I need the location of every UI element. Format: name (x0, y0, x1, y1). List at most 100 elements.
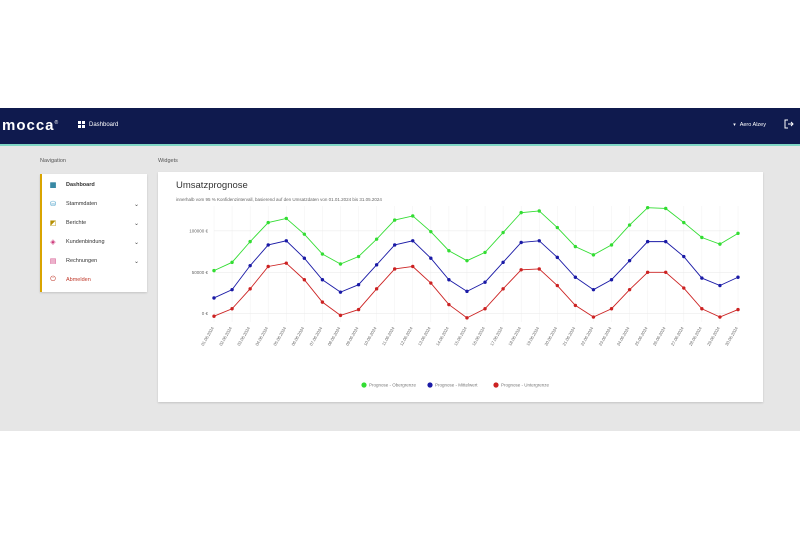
data-point (573, 275, 578, 279)
data-point (320, 300, 325, 304)
data-point (429, 281, 433, 285)
x-tick-label: 20.06.2024 (543, 325, 558, 346)
series-line (213, 262, 739, 319)
data-point (212, 268, 216, 273)
x-tick-label: 12.06.2024 (399, 325, 414, 346)
logout-icon[interactable] (784, 119, 794, 131)
data-point (627, 223, 632, 227)
header-dashboard-label: Dashboard (89, 121, 119, 128)
app-screen: mocca® Dashboard ▾ Aero Alzey Navigation… (0, 108, 800, 431)
legend-marker (361, 382, 367, 388)
x-tick-label: 30.06.2024 (724, 325, 739, 346)
x-tick-label: 17.06.2024 (489, 325, 504, 346)
data-point (537, 239, 541, 243)
sidebar-item-label: Berichte (66, 220, 87, 226)
series-line (213, 207, 739, 272)
data-point (392, 218, 397, 222)
data-point (392, 267, 397, 271)
legend-marker (427, 382, 433, 388)
navigation-panel: ▦ Dashboard ⛁ Stammdaten ⌄ ◩ Berichte ⌄ … (40, 174, 147, 292)
x-tick-label: 02.06.2024 (218, 325, 233, 346)
data-point (320, 252, 325, 256)
data-point (429, 256, 433, 260)
data-point (664, 239, 668, 244)
navigation-section-label: Navigation (40, 158, 66, 164)
widgets-section-label: Widgets (158, 158, 178, 164)
sidebar-item-kundenbindung[interactable]: ◈ Kundenbindung ⌄ (48, 233, 145, 251)
sidebar-item-rechnungen[interactable]: ▤ Rechnungen ⌄ (48, 252, 145, 270)
data-point (447, 302, 451, 307)
data-point (338, 262, 343, 266)
data-point (302, 256, 307, 260)
header-accent-line (0, 144, 800, 146)
x-tick-label: 03.06.2024 (236, 325, 251, 346)
data-point (374, 237, 379, 241)
sidebar-item-abmelden[interactable]: ⏻ Abmelden (48, 271, 145, 289)
forecast-chart: 0 € 50000 € 100000 € 01.06.2024 02.06.2024 03… (189, 205, 740, 388)
data-point (627, 287, 632, 292)
sidebar-item-dashboard[interactable]: ▦ Dashboard (48, 176, 145, 194)
data-point (736, 275, 740, 279)
data-point (230, 260, 234, 265)
data-point (266, 220, 270, 225)
chevron-down-icon: ⌄ (133, 258, 139, 265)
x-tick-label: 05.06.2024 (272, 325, 287, 346)
data-point (465, 316, 469, 320)
x-tick-label: 11.06.2024 (381, 325, 396, 346)
chevron-down-icon: ⌄ (133, 239, 139, 246)
sidebar-item-label: Rechnungen (66, 258, 98, 264)
chevron-down-icon: ⌄ (133, 220, 139, 227)
data-point (374, 263, 379, 267)
x-tick-label: 28.06.2024 (688, 325, 703, 346)
sidebar-item-berichte[interactable]: ◩ Berichte ⌄ (48, 214, 145, 232)
grid-icon (78, 121, 85, 128)
data-point (718, 315, 722, 319)
x-tick-label: 10.06.2024 (363, 325, 378, 346)
data-point (266, 264, 270, 269)
data-point (555, 283, 560, 288)
database-icon: ⛁ (50, 201, 56, 208)
data-point (447, 249, 451, 253)
x-tick-label: 19.06.2024 (525, 325, 540, 346)
data-point (411, 239, 415, 243)
data-point (718, 242, 722, 246)
data-point (392, 243, 397, 247)
data-point (501, 287, 505, 291)
top-bar: mocca® Dashboard ▾ Aero Alzey (0, 108, 800, 144)
data-point (465, 289, 469, 294)
header-dashboard-link[interactable]: Dashboard (78, 121, 118, 128)
data-point (700, 307, 704, 311)
legend-marker (493, 382, 499, 388)
x-tick-label: 18.06.2024 (507, 325, 522, 346)
x-tick-label: 23.06.2024 (598, 325, 613, 346)
data-point (609, 243, 614, 247)
data-point (609, 307, 614, 311)
x-tick-label: 13.06.2024 (417, 325, 432, 346)
widget-title: Umsatzprognose (176, 180, 248, 191)
data-point (447, 278, 451, 282)
x-tick-label: 15.06.2024 (453, 325, 468, 346)
power-icon: ⏻ (50, 276, 56, 283)
y-tick-label: 100000 € (189, 228, 208, 233)
data-point (230, 287, 234, 292)
y-tick-label: 0 € (202, 311, 209, 316)
data-point (718, 283, 722, 288)
sidebar-item-stammdaten[interactable]: ⛁ Stammdaten ⌄ (48, 195, 145, 213)
x-tick-label: 21.06.2024 (561, 325, 576, 346)
data-point (320, 278, 325, 282)
x-tick-label: 09.06.2024 (345, 325, 360, 346)
data-point (519, 268, 523, 272)
data-point (284, 261, 288, 265)
data-point (519, 240, 523, 245)
data-point (682, 286, 686, 290)
data-point (555, 225, 560, 230)
data-point (664, 206, 668, 211)
logo[interactable]: mocca® (2, 117, 60, 134)
grid-icon: ▦ (49, 182, 57, 189)
data-point (537, 267, 541, 271)
x-tick-label: 16.06.2024 (471, 325, 486, 346)
x-tick-label: 25.06.2024 (634, 325, 649, 346)
user-menu[interactable]: ▾ Aero Alzey (733, 122, 766, 128)
x-tick-label: 29.06.2024 (706, 325, 721, 346)
data-point (429, 229, 433, 234)
